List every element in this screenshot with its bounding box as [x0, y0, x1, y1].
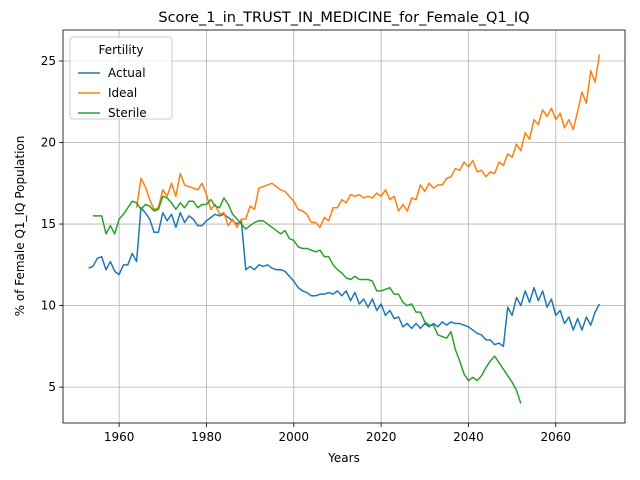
legend-label: Sterile [108, 106, 147, 120]
legend-title: Fertility [98, 43, 143, 57]
legend: Fertility Actual Ideal Sterile [69, 36, 173, 120]
grid [63, 30, 625, 423]
x-tick-label: 2040 [453, 430, 484, 444]
y-tick-label: 15 [41, 217, 56, 231]
x-tick-label: 2000 [279, 430, 310, 444]
x-tick-label: 2060 [541, 430, 572, 444]
y-tick-label: 25 [41, 54, 56, 68]
series-line [92, 195, 522, 404]
series-line [88, 207, 601, 348]
legend-label: Actual [108, 66, 146, 80]
legend-label: Ideal [108, 86, 137, 100]
x-tick-label: 2020 [366, 430, 397, 444]
series-line [135, 54, 601, 229]
plot-frame [62, 29, 626, 424]
legend-box [69, 36, 173, 120]
chart-title: Score_1_in_TRUST_IN_MEDICINE_for_Female_… [158, 10, 529, 26]
y-tick-label: 20 [41, 136, 56, 150]
x-tick-label: 1980 [191, 430, 222, 444]
x-tick-label: 1960 [104, 430, 135, 444]
y-axis-label: % of Female Q1_IQ Population [13, 136, 27, 317]
y-tick-label: 5 [48, 380, 56, 394]
lines [88, 54, 601, 404]
axes: 1960 1980 2000 2020 2040 2060 5 10 15 20 25 [41, 54, 571, 444]
y-tick-label: 10 [41, 299, 56, 313]
x-axis-label: Years [327, 451, 360, 465]
